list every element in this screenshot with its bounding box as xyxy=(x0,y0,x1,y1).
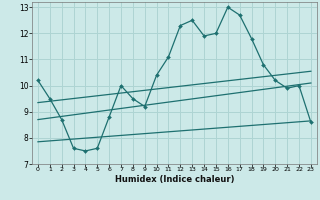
X-axis label: Humidex (Indice chaleur): Humidex (Indice chaleur) xyxy=(115,175,234,184)
